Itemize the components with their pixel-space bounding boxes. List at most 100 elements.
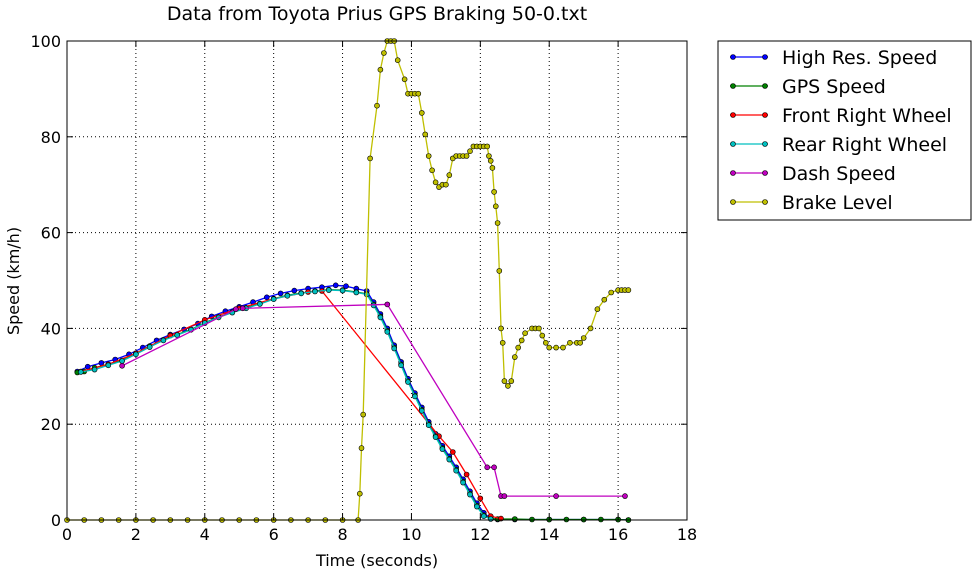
data-point [356, 490, 363, 497]
legend-marker [730, 83, 736, 89]
data-point [553, 344, 559, 351]
data-point [291, 287, 298, 294]
data-point [377, 314, 384, 321]
legend-label: Front Right Wheel [782, 105, 952, 127]
x-tick-label: 16 [608, 525, 628, 544]
data-point [501, 493, 508, 499]
y-tick-label: 40 [41, 319, 61, 338]
data-point [119, 362, 125, 369]
data-point [446, 456, 453, 463]
legend-label: Rear Right Wheel [782, 134, 947, 156]
data-point [496, 268, 503, 274]
plot-series [64, 38, 632, 523]
data-point [625, 287, 632, 293]
data-point [432, 179, 439, 186]
x-axis-label: Time (seconds) [315, 551, 438, 570]
series-brake-level [64, 38, 632, 523]
legend-frame [717, 40, 972, 221]
x-tick-label: 10 [401, 525, 421, 544]
y-tick-label: 80 [41, 128, 61, 147]
data-point [398, 362, 404, 369]
grid-lines [67, 41, 687, 520]
x-tick-label: 0 [62, 525, 72, 544]
x-tick-label: 8 [337, 525, 347, 544]
y-axis-label: Speed (km/h) [4, 227, 23, 335]
y-tick-label: 20 [41, 415, 61, 434]
data-point [343, 283, 349, 290]
legend-label: Dash Speed [782, 163, 896, 185]
data-point [133, 351, 139, 358]
data-point [174, 332, 180, 338]
data-point [353, 289, 360, 296]
data-point [360, 411, 367, 418]
data-point [492, 203, 499, 210]
data-point [515, 344, 522, 351]
data-point [474, 503, 480, 510]
data-point [443, 181, 449, 188]
data-point [422, 131, 429, 138]
series-line-front-right-wheel [80, 290, 502, 520]
data-point [546, 344, 553, 351]
data-point [277, 290, 284, 297]
y-tick-label: 100 [30, 32, 61, 51]
data-point [453, 467, 460, 474]
data-point [463, 153, 470, 159]
data-point [594, 306, 601, 313]
data-point [239, 305, 246, 312]
data-point [577, 339, 584, 346]
data-point [425, 153, 432, 159]
data-point [425, 422, 432, 429]
data-point [84, 363, 91, 370]
data-point [233, 306, 239, 313]
data-point [418, 110, 425, 116]
data-point [560, 344, 566, 351]
data-point [374, 102, 380, 109]
axis-ticks: 0 2 4 6 8 10 12 14 16 18 0 20 40 60 80 100 [30, 32, 697, 544]
series-dash-speed [119, 301, 628, 499]
data-point [491, 189, 497, 195]
data-point [460, 479, 466, 486]
data-point [91, 366, 98, 373]
data-point [477, 495, 484, 502]
data-point [377, 66, 384, 73]
data-point [449, 449, 456, 455]
data-point [358, 445, 365, 451]
data-point [508, 378, 515, 384]
legend-marker [730, 54, 736, 60]
data-point [553, 493, 559, 499]
series-rear-right-wheel [78, 287, 494, 522]
data-point [119, 358, 125, 364]
data-point [501, 378, 508, 384]
data-point [498, 325, 504, 332]
series-front-right-wheel [78, 288, 504, 522]
data-point [432, 434, 439, 440]
data-point [263, 294, 270, 301]
legend-marker [762, 54, 768, 60]
data-point [415, 90, 422, 97]
data-point [98, 360, 105, 366]
data-point [257, 301, 263, 307]
data-point [312, 288, 318, 295]
data-point [580, 335, 587, 341]
chart-title: Data from Toyota Prius GPS Braking 50-0.… [167, 3, 587, 25]
legend-marker [762, 141, 768, 147]
x-tick-label: 6 [269, 525, 279, 544]
legend-marker [730, 112, 736, 118]
data-point [384, 301, 391, 308]
x-tick-label: 14 [539, 525, 559, 544]
data-point [446, 172, 453, 178]
x-tick-label: 12 [470, 525, 490, 544]
legend-marker [730, 199, 736, 205]
data-point [429, 167, 435, 174]
y-tick-label: 0 [51, 511, 61, 530]
data-point [487, 158, 494, 164]
legend-entry-high-res-speed: High Res. Speed [730, 47, 937, 69]
data-point [367, 155, 373, 162]
data-point [484, 143, 491, 150]
data-point [522, 330, 528, 337]
legend-label: Brake Level [782, 192, 893, 214]
data-point [439, 446, 446, 452]
legend-label: High Res. Speed [782, 47, 937, 69]
series-line-high-res-speed [77, 284, 629, 521]
